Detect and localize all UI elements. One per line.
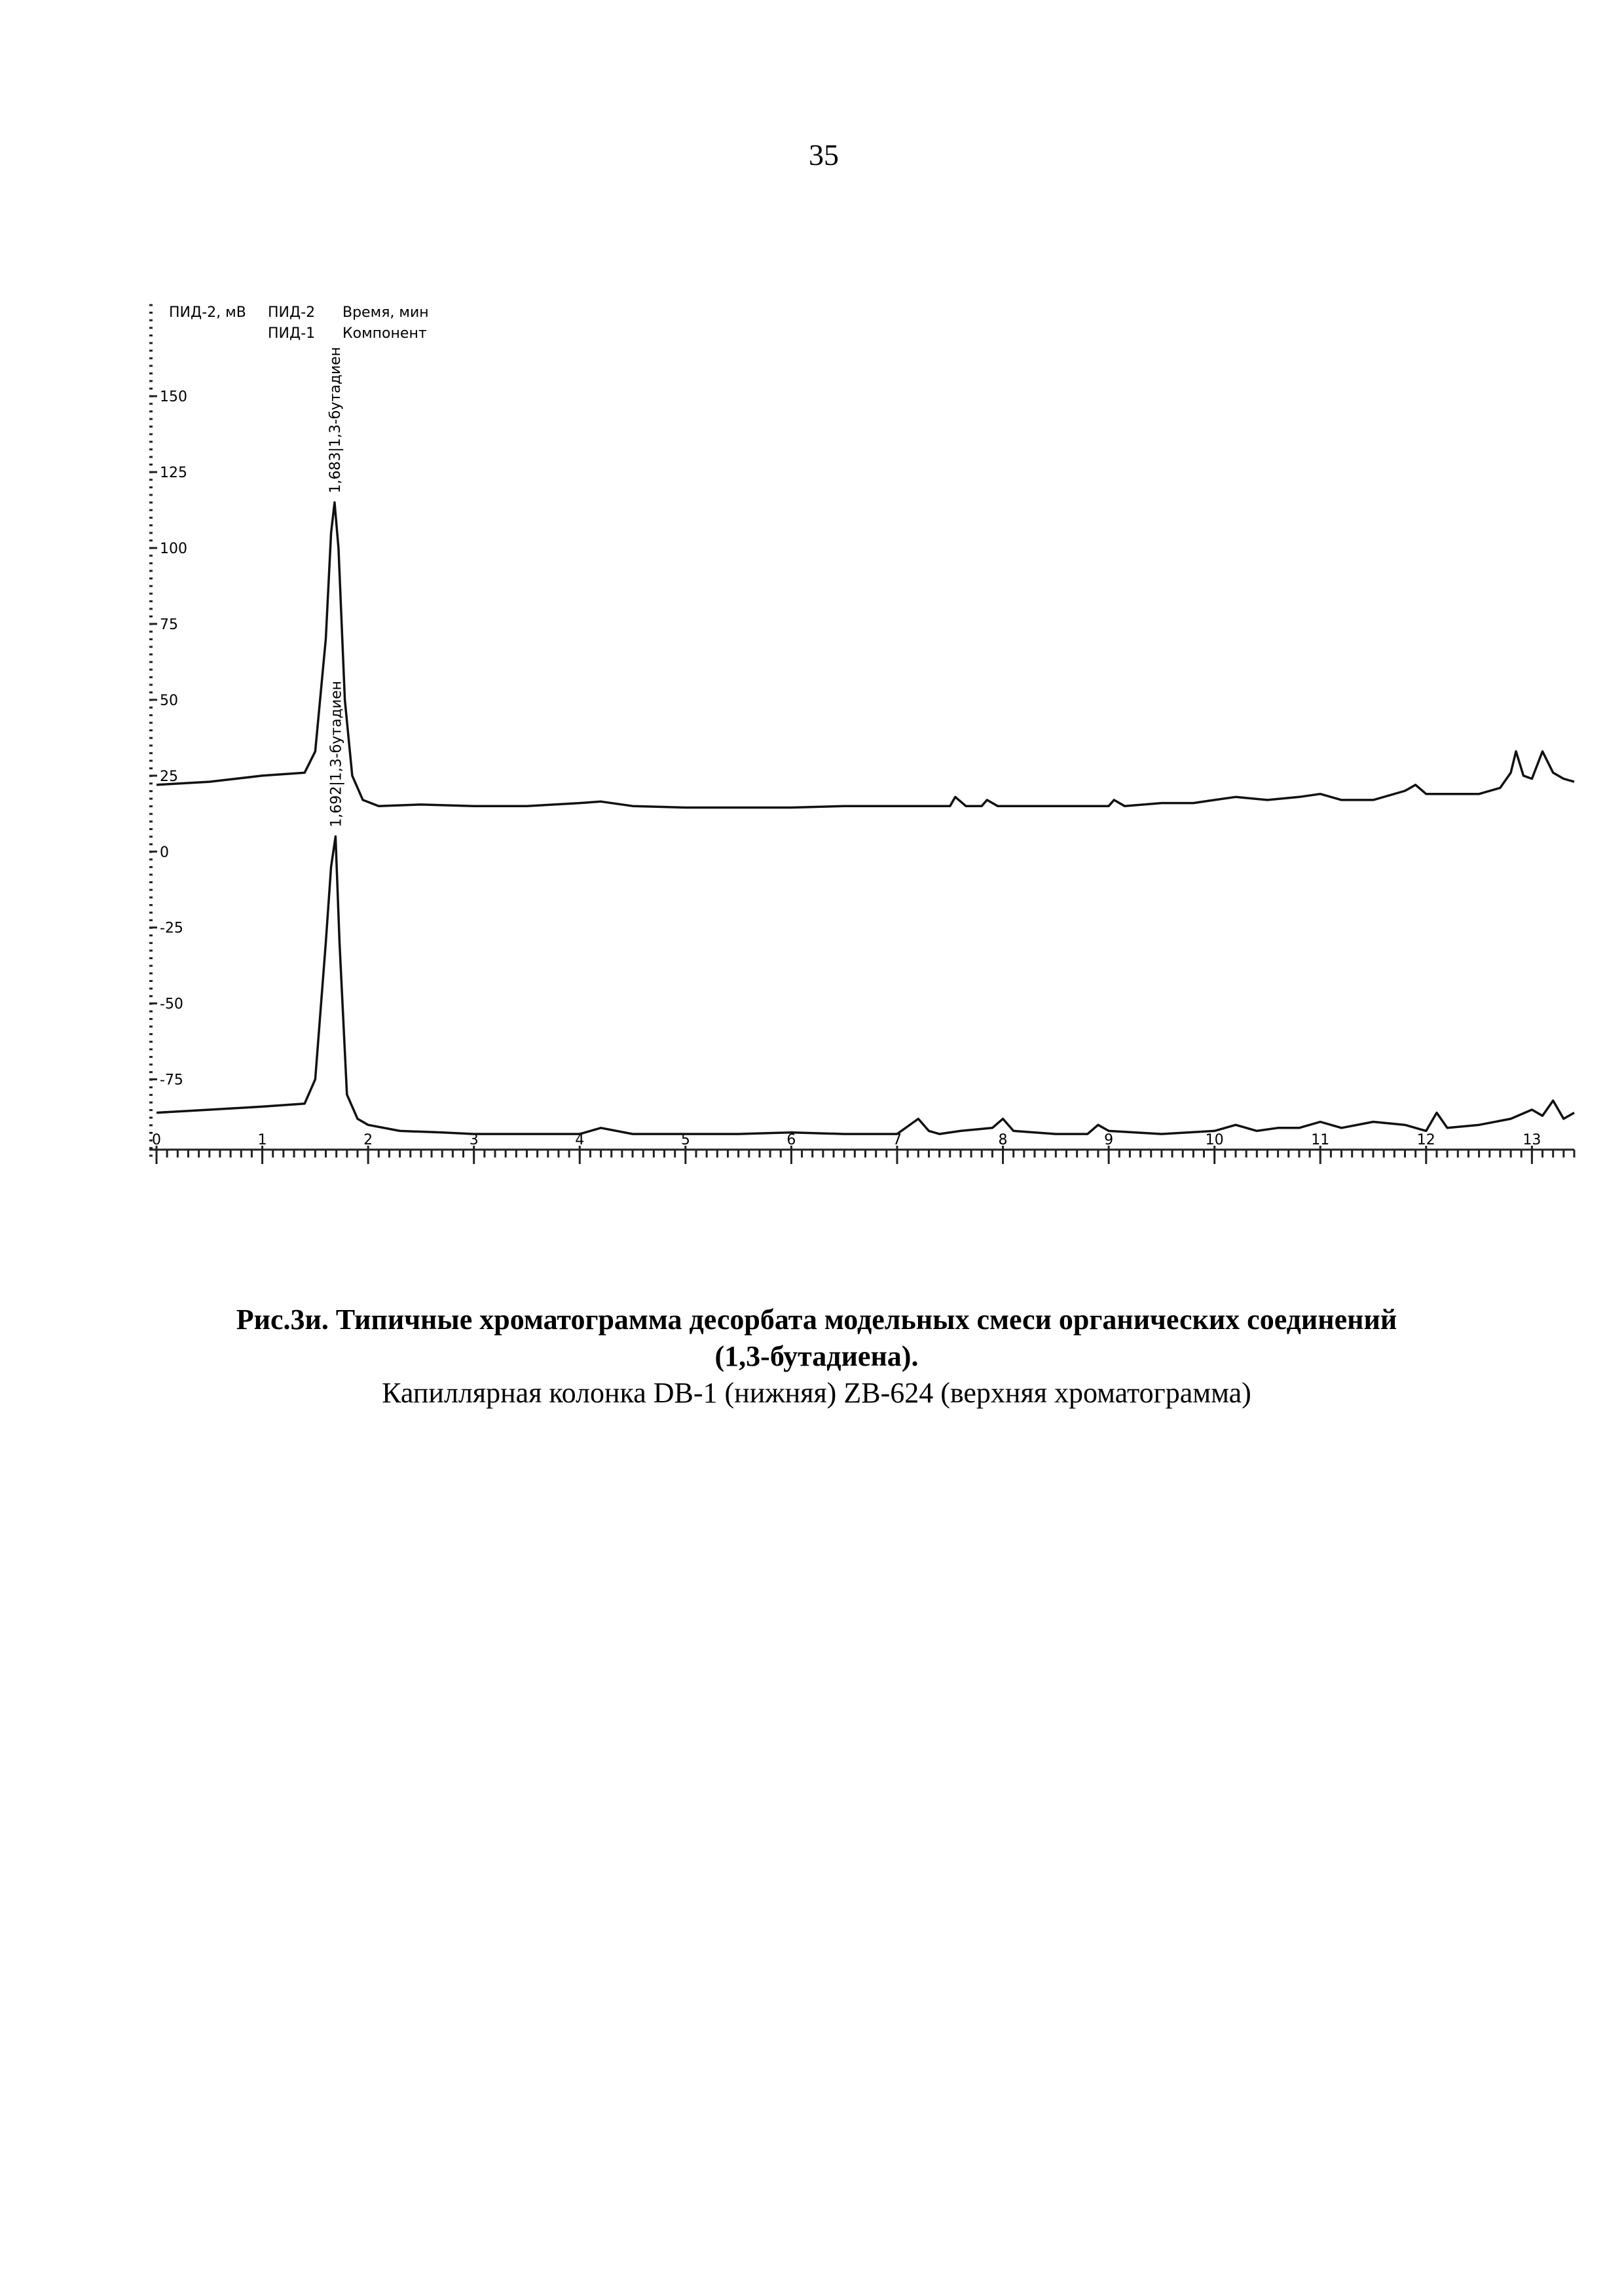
x-tick-label: 4 — [575, 1132, 584, 1148]
y-axis-label: ПИД-2, мВ — [169, 304, 246, 321]
y-tick-label: 50 — [160, 693, 178, 709]
y-tick-label: -50 — [160, 996, 183, 1013]
x-tick-label: 2 — [363, 1132, 373, 1148]
y-tick-label: -75 — [160, 1072, 183, 1089]
x-tick-label: 7 — [893, 1132, 902, 1148]
page-number: 35 — [809, 138, 839, 172]
x-tick-label: 10 — [1206, 1132, 1224, 1148]
y-tick-label: 25 — [160, 769, 178, 785]
peak-label: 1,683|1,3-бутадиен — [327, 347, 344, 494]
x-tick-label: 8 — [999, 1132, 1008, 1148]
y-tick-label: 150 — [160, 389, 187, 405]
x-tick-label: 12 — [1417, 1132, 1435, 1148]
chromatogram-trace — [156, 835, 1575, 1135]
x-tick-label: 5 — [681, 1132, 690, 1148]
component-header: Компонент — [342, 325, 427, 342]
x-tick-label: 9 — [1104, 1132, 1113, 1148]
legend-entry: ПИД-1 — [268, 325, 315, 342]
peak-label: 1,692|1,3-бутадиен — [328, 681, 344, 828]
legend-entry: ПИД-2 — [268, 304, 315, 321]
chromatogram: ПИД-2, мВ ПИД-2 ПИД-1 Время, мин Компоне… — [149, 304, 1576, 1164]
x-tick-label: 11 — [1311, 1132, 1329, 1148]
x-tick-label: 3 — [470, 1132, 479, 1148]
caption-subtitle: Капиллярная колонка DB-1 (нижняя) ZB-624… — [382, 1377, 1251, 1409]
x-tick-label: 6 — [786, 1132, 796, 1148]
y-tick-label: 75 — [160, 617, 178, 633]
y-tick-label: 100 — [160, 541, 187, 557]
x-tick-label: 13 — [1522, 1132, 1541, 1148]
y-tick-label: 125 — [160, 465, 187, 481]
x-tick-label: 0 — [152, 1132, 161, 1148]
y-tick-label: 0 — [160, 845, 169, 861]
caption-title: Рис.3и. Типичные хроматограмма десорбата… — [236, 1303, 1397, 1336]
x-axis-header: Время, мин — [342, 304, 429, 321]
chromatogram-trace — [156, 501, 1575, 809]
y-tick-label: -25 — [160, 920, 183, 937]
caption-title: (1,3-бутадиена). — [715, 1340, 919, 1372]
x-tick-label: 1 — [258, 1132, 267, 1148]
